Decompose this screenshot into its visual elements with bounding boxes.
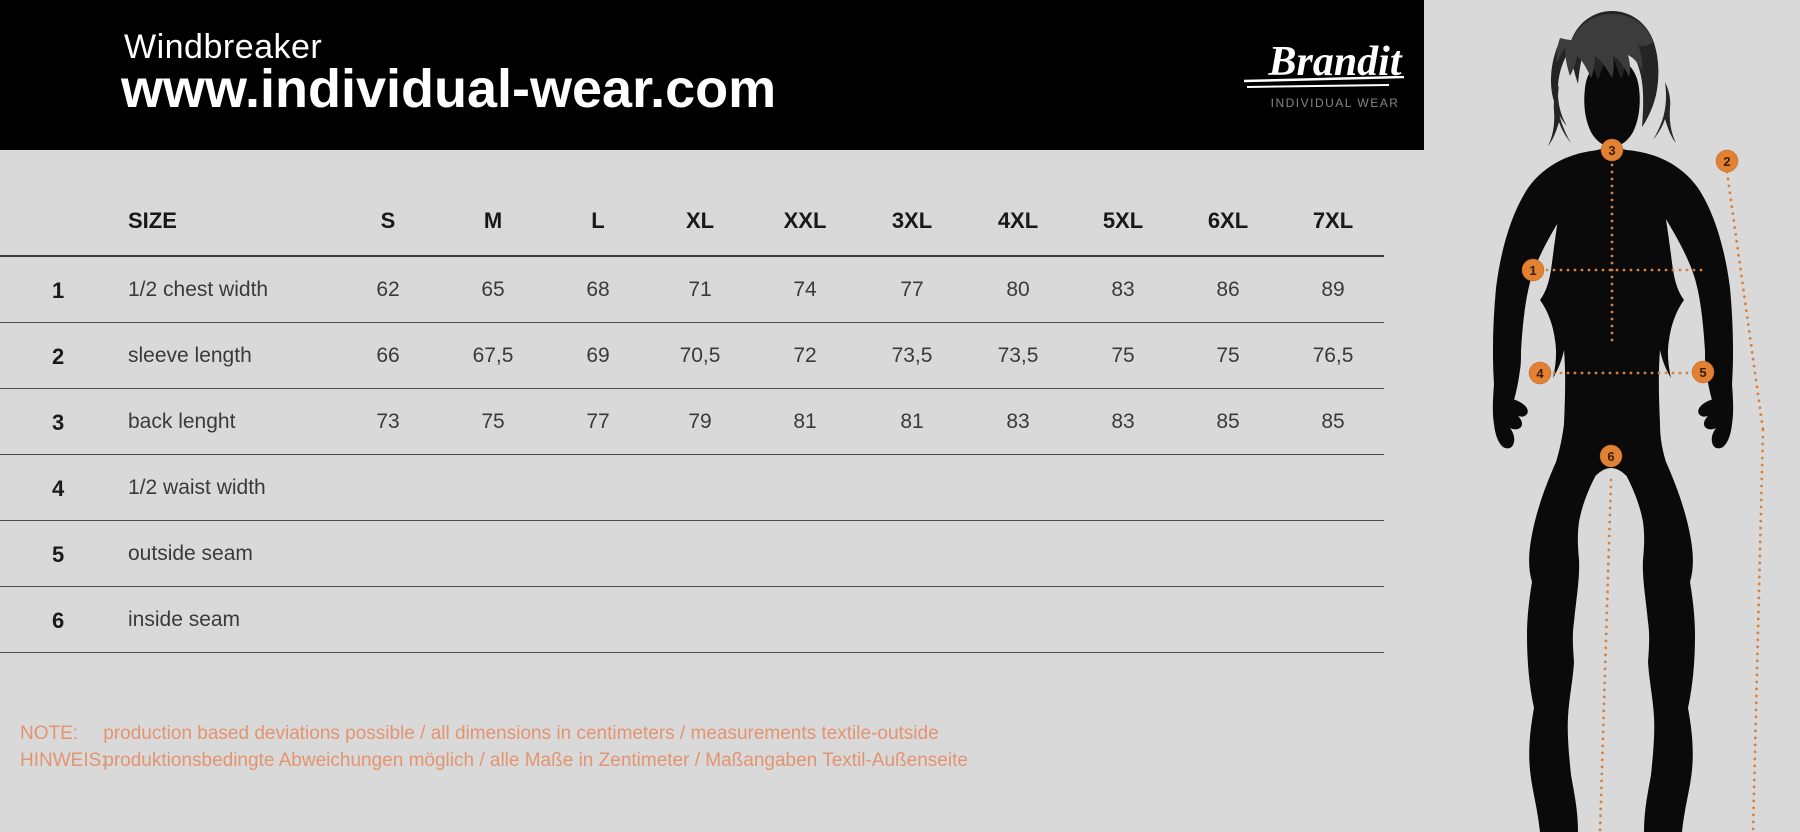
svg-text:5: 5 xyxy=(1699,365,1706,380)
svg-text:1: 1 xyxy=(1529,263,1536,278)
svg-text:3: 3 xyxy=(1608,143,1615,158)
svg-text:2: 2 xyxy=(1723,154,1730,169)
svg-text:4: 4 xyxy=(1536,366,1544,381)
svg-text:6: 6 xyxy=(1607,449,1614,464)
